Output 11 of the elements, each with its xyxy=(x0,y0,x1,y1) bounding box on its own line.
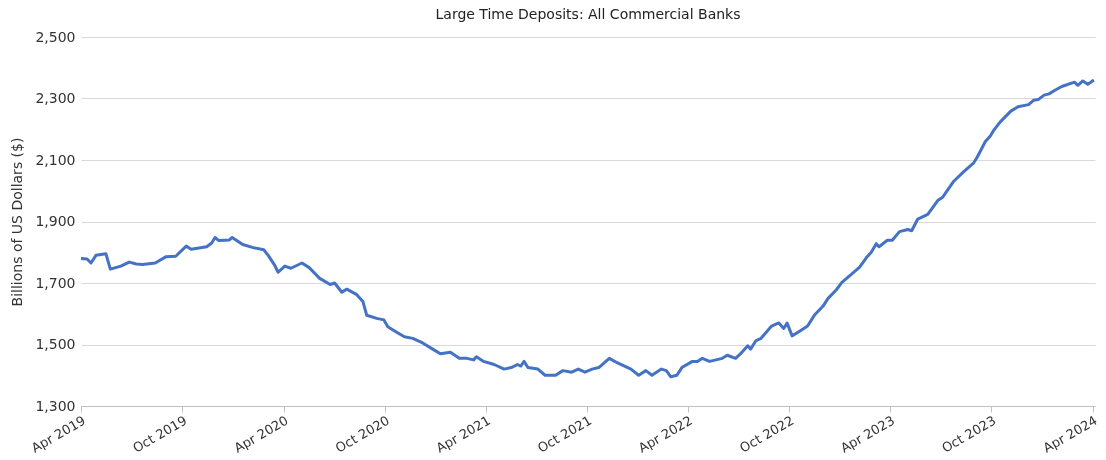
y-tick-label: 1,500 xyxy=(35,336,76,352)
y-axis-title: Billions of US Dollars ($) xyxy=(9,137,26,307)
y-tick-label: 2,300 xyxy=(35,90,76,106)
line-series xyxy=(79,78,1096,379)
y-tick-label: 1,300 xyxy=(35,397,76,414)
x-tick-label: Oct 2021 xyxy=(534,412,595,456)
y-tick-label: 1,900 xyxy=(35,213,76,229)
y-tick-label: 2,100 xyxy=(35,151,76,168)
y-tick-label: 1,700 xyxy=(35,274,76,291)
y-tick-label: 2,500 xyxy=(35,28,76,45)
chart-title: Large Time Deposits: All Commercial Banks xyxy=(435,6,741,22)
